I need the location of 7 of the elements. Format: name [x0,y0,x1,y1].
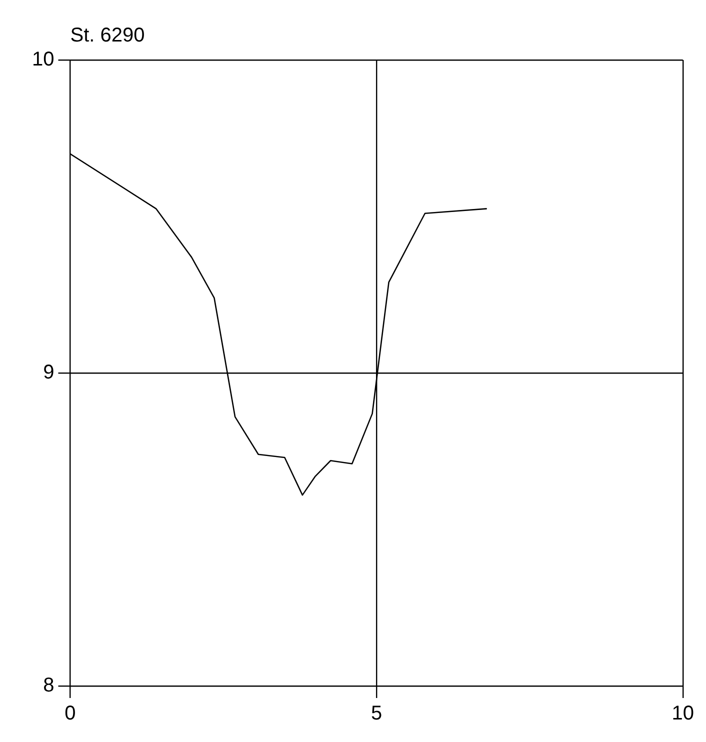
x-tick-label: 0 [64,702,76,725]
y-tick-label: 8 [43,674,54,697]
x-tick-label: 5 [371,702,382,725]
chart-title: St. 6290 [70,24,145,47]
y-tick-label: 10 [32,48,54,71]
y-tick-label: 9 [43,362,54,384]
x-tick-label: 10 [672,702,694,725]
